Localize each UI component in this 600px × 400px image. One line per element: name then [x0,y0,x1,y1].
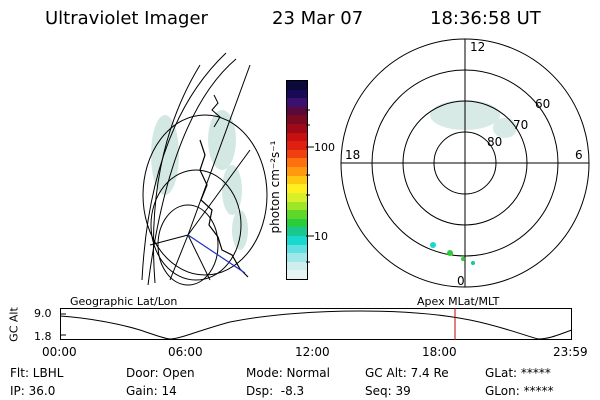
date-display: 23 Mar 07 [272,8,364,29]
info-mode: Mode: Normal [246,366,330,380]
altitude-curve [59,310,573,340]
info-flt: Flt: LBHL [10,366,64,380]
emission-spot [447,250,453,256]
alt-axis-label: GC Alt [7,307,21,342]
color-bar-band [287,244,307,254]
info-ip: IP: 36.0 [10,384,56,398]
color-bar-band [287,270,307,280]
emission-spot [430,242,436,248]
color-bar-band [287,124,307,133]
color-bar-ticks [306,109,314,263]
color-bar-unit-label: photon cm⁻²s⁻¹ [268,140,282,234]
color-bar [286,80,308,280]
polar-mlt-plot: 12 18 6 0 80 70 60 [340,38,590,288]
alt-xtick-2359: 23:59 [553,345,588,359]
geographic-map [141,52,268,286]
mlt-label-18: 18 [345,148,360,162]
info-door: Door: Open [126,366,195,380]
mlt-label-6: 6 [575,148,583,162]
color-bar-band [287,149,307,159]
color-bar-band [287,115,307,125]
color-bar-band [287,261,307,271]
color-bar-band [287,192,307,202]
coastline [199,139,249,278]
color-bar-band [287,106,307,116]
alt-panel-right-title: Apex MLat/MLT [417,295,500,308]
color-bar-band [287,132,307,142]
emission-spot [461,257,465,261]
alt-panel-left-title: Geographic Lat/Lon [70,295,178,308]
color-bar-band [287,201,307,211]
info-glon: GLon: ***** [485,384,554,398]
aurora-emission [430,100,517,138]
alt-xtick-1200: 12:00 [295,345,330,359]
color-bar-band [287,175,307,185]
color-bar-tick-10: 10 [314,230,328,243]
lat-label-60: 60 [535,97,550,111]
aurora-emission [151,110,248,250]
info-dsp: Dsp: -8.3 [246,384,305,398]
info-gain: Gain: 14 [126,384,177,398]
color-bar-band [287,89,307,99]
time-display: 18:36:58 UT [430,8,541,29]
app-title: Ultraviolet Imager [45,8,208,29]
color-bar-band [287,98,307,107]
color-bar-band [287,81,307,90]
color-bar-band [287,158,307,168]
color-bar-band [287,253,307,262]
lat-label-70: 70 [513,118,528,132]
color-bar-band [287,210,307,219]
alt-ytick-1-8: 1.8 [34,330,52,343]
color-bar-band [287,184,307,193]
alt-xtick-0600: 06:00 [168,345,203,359]
color-bar-band [287,167,307,176]
info-glat: GLat: ***** [485,366,551,380]
color-bar-band [287,227,307,236]
color-bar-band [287,235,307,245]
info-seq: Seq: 39 [365,384,411,398]
lat-label-80: 80 [487,135,502,149]
color-bar-band [287,141,307,150]
emission-spot [471,261,475,265]
altitude-plot [59,308,573,340]
alt-xtick-0000: 00:00 [42,345,77,359]
color-bar-tick-100: 100 [314,141,335,154]
alt-ytick-9: 9.0 [34,307,52,320]
info-gc-alt: GC Alt: 7.4 Re [365,366,449,380]
color-bar-band [287,218,307,228]
alt-xtick-1800: 18:00 [422,345,457,359]
reference-line [187,234,246,274]
mlt-label-12: 12 [470,40,485,54]
mlt-label-0: 0 [457,274,465,288]
